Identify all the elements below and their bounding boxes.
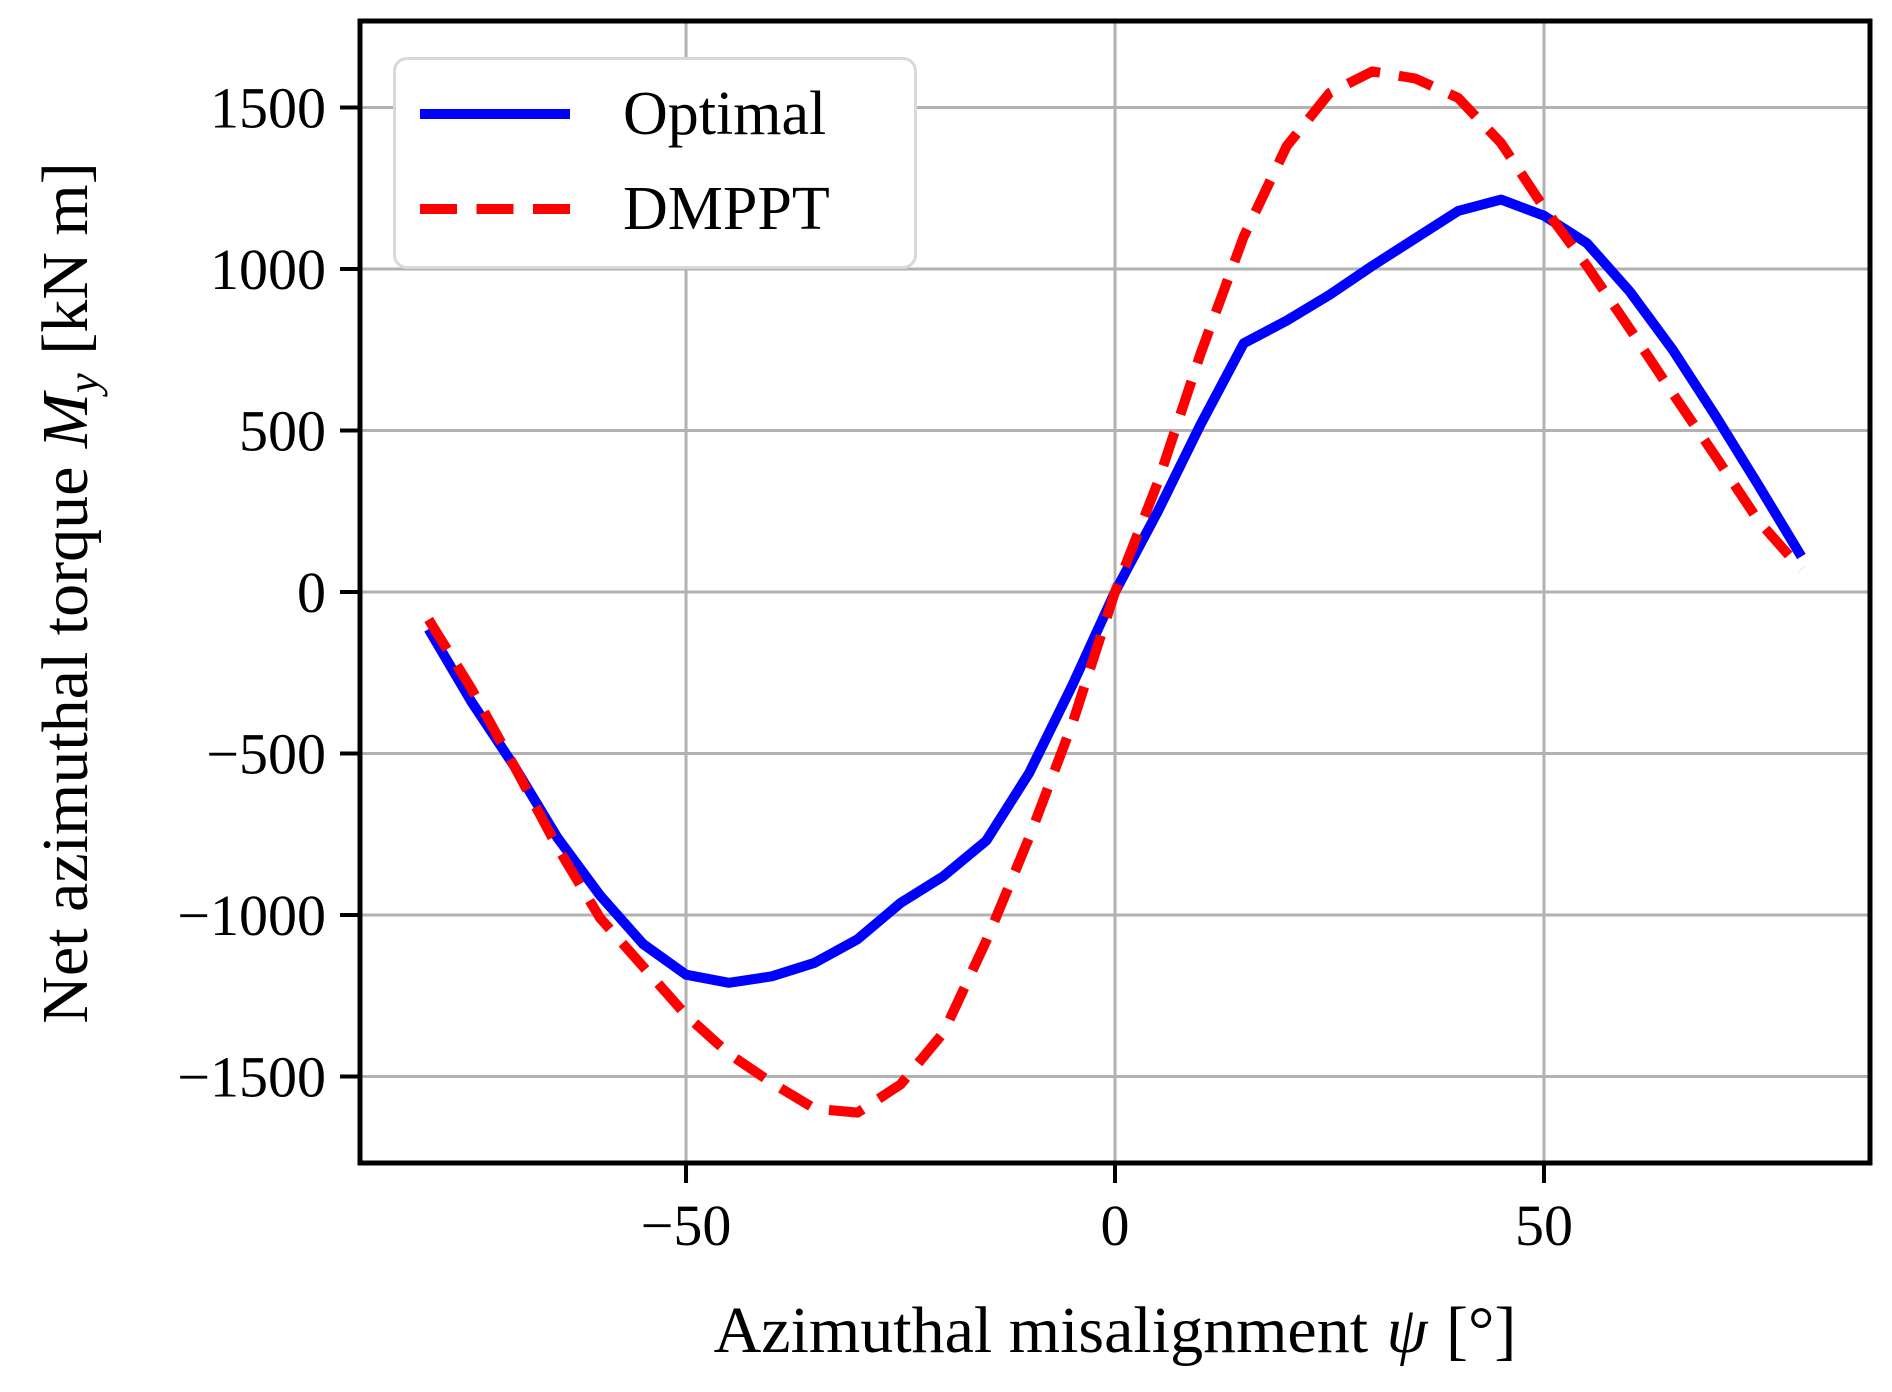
y-tick-label: 500 (239, 399, 326, 464)
y-tick-label: 1000 (210, 237, 326, 302)
y-axis-label: Net azimuthal torque My [kN m] (28, 0, 108, 1193)
x-axis-label-symbol: ψ (1386, 1294, 1428, 1367)
y-axis-label-symbol: M (29, 393, 102, 449)
y-tick-label: −1500 (177, 1044, 326, 1109)
legend: Optimal DMPPT (393, 57, 917, 269)
legend-item-dmppt: DMPPT (420, 161, 914, 256)
y-axis-label-text: Net azimuthal torque (29, 466, 102, 1024)
y-axis-label-subscript: y (58, 373, 109, 394)
y-tick-label: −500 (206, 721, 326, 786)
x-tick-label: −50 (641, 1193, 732, 1258)
x-axis-label: Azimuthal misalignment ψ [°] (360, 1293, 1870, 1369)
x-tick-label: 50 (1515, 1193, 1573, 1258)
y-axis-label-unit: [kN m] (29, 162, 102, 355)
legend-label-optimal: Optimal (623, 79, 827, 148)
y-tick-label: −1000 (177, 883, 326, 948)
x-axis-label-unit: [°] (1445, 1294, 1517, 1367)
x-tick-label: 0 (1101, 1193, 1130, 1258)
legend-label-dmppt: DMPPT (623, 174, 830, 243)
legend-line-sample-optimal (420, 108, 570, 119)
series-line-dmppt (424, 66, 1806, 1118)
y-tick-label: 1500 (210, 76, 326, 141)
legend-line-sample-dmppt (420, 203, 570, 214)
legend-item-optimal: Optimal (420, 66, 914, 161)
x-axis-label-text: Azimuthal misalignment (713, 1294, 1369, 1367)
y-tick-label: 0 (297, 560, 326, 625)
